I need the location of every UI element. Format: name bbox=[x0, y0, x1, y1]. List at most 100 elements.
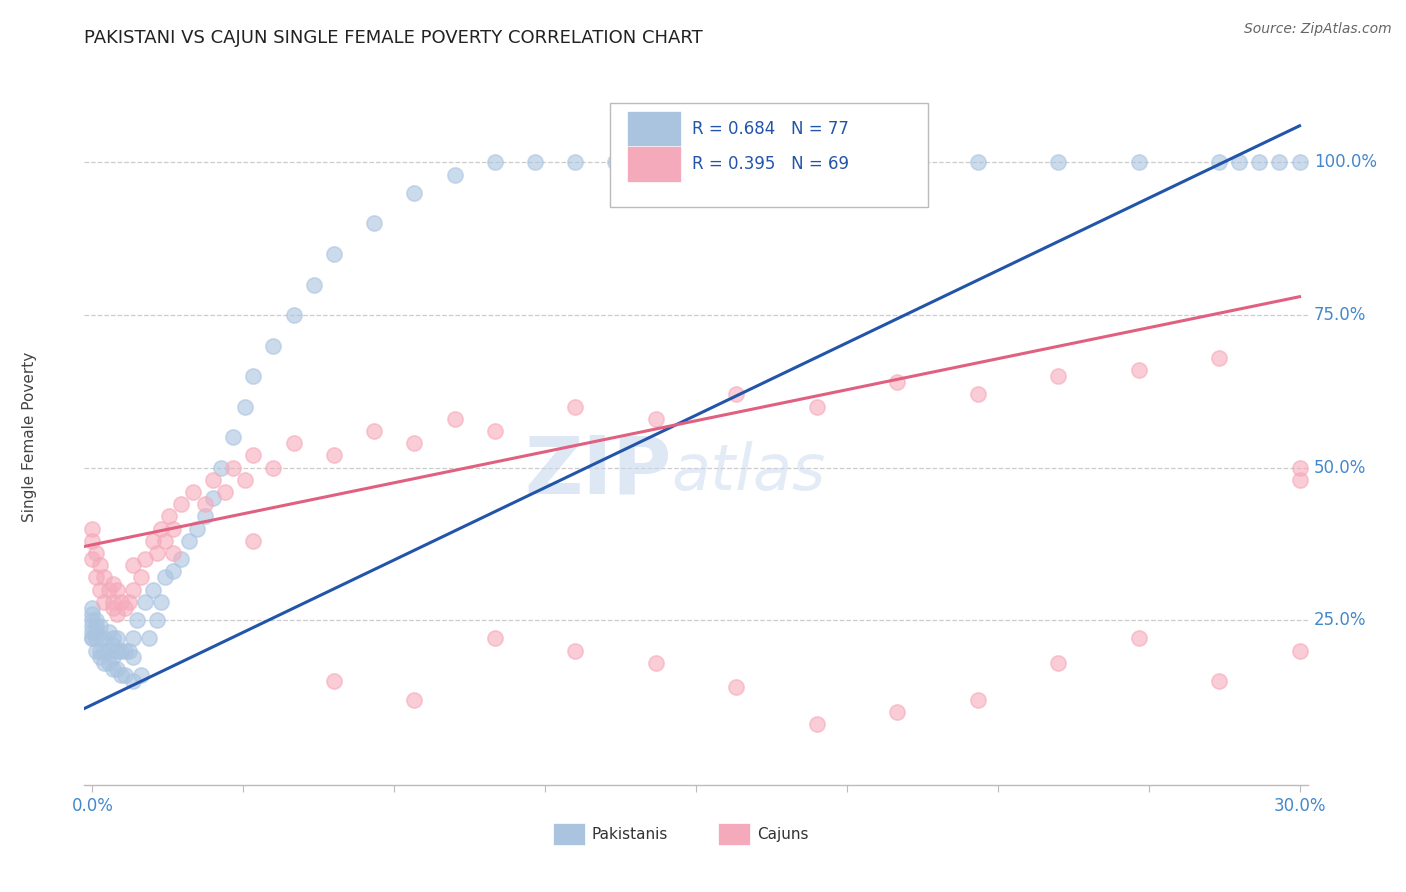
Point bbox=[202, 473, 225, 487]
Point bbox=[644, 656, 666, 670]
Point bbox=[82, 625, 104, 640]
Point bbox=[170, 497, 193, 511]
Point bbox=[86, 619, 108, 633]
Point bbox=[125, 613, 148, 627]
FancyBboxPatch shape bbox=[627, 146, 682, 182]
Point bbox=[1268, 155, 1291, 169]
Point bbox=[1288, 155, 1310, 169]
Point bbox=[363, 217, 385, 231]
Point bbox=[214, 485, 236, 500]
Point bbox=[82, 607, 104, 621]
Point bbox=[1288, 473, 1310, 487]
Point bbox=[1288, 643, 1310, 657]
Point bbox=[121, 632, 143, 646]
Point bbox=[105, 582, 128, 597]
Point bbox=[105, 643, 128, 657]
Point bbox=[1208, 351, 1230, 365]
Point bbox=[97, 582, 120, 597]
Point bbox=[86, 632, 108, 646]
Point bbox=[97, 656, 120, 670]
Point bbox=[1208, 155, 1230, 169]
Text: R = 0.684   N = 77: R = 0.684 N = 77 bbox=[692, 120, 849, 138]
Point bbox=[162, 546, 184, 560]
Text: 50.0%: 50.0% bbox=[1313, 458, 1367, 476]
FancyBboxPatch shape bbox=[610, 103, 928, 208]
Point bbox=[1047, 155, 1070, 169]
Point bbox=[101, 649, 124, 664]
Point bbox=[322, 247, 344, 261]
Point bbox=[121, 674, 143, 689]
Text: Cajuns: Cajuns bbox=[758, 827, 808, 842]
Point bbox=[322, 674, 344, 689]
Point bbox=[443, 168, 465, 182]
Point bbox=[222, 460, 245, 475]
Point bbox=[242, 533, 264, 548]
Point bbox=[1128, 155, 1150, 169]
Point bbox=[1249, 155, 1271, 169]
Point bbox=[263, 338, 285, 352]
Point bbox=[170, 552, 193, 566]
Point bbox=[1227, 155, 1250, 169]
Point bbox=[121, 558, 143, 573]
Point bbox=[222, 430, 245, 444]
Point bbox=[110, 595, 132, 609]
Point bbox=[134, 552, 156, 566]
Point bbox=[233, 400, 256, 414]
Point bbox=[1288, 460, 1310, 475]
Point bbox=[89, 649, 111, 664]
Point bbox=[134, 595, 156, 609]
Point bbox=[404, 692, 426, 706]
Point bbox=[1128, 632, 1150, 646]
Text: Source: ZipAtlas.com: Source: ZipAtlas.com bbox=[1244, 22, 1392, 37]
Point bbox=[404, 186, 426, 200]
Point bbox=[685, 155, 707, 169]
Point bbox=[564, 400, 586, 414]
Point bbox=[484, 155, 506, 169]
Point bbox=[302, 277, 325, 292]
Point bbox=[86, 546, 108, 560]
Point bbox=[202, 491, 225, 505]
Point bbox=[966, 155, 988, 169]
Point bbox=[117, 595, 139, 609]
Point bbox=[82, 601, 104, 615]
Point bbox=[186, 522, 208, 536]
Point bbox=[89, 558, 111, 573]
FancyBboxPatch shape bbox=[627, 112, 682, 147]
Point bbox=[142, 533, 165, 548]
Point bbox=[117, 643, 139, 657]
Point bbox=[101, 576, 124, 591]
Point bbox=[886, 155, 908, 169]
Point bbox=[564, 643, 586, 657]
Point bbox=[149, 595, 172, 609]
Point bbox=[105, 607, 128, 621]
Point bbox=[129, 570, 152, 584]
Point bbox=[105, 632, 128, 646]
Point bbox=[93, 570, 115, 584]
Point bbox=[725, 681, 748, 695]
Point bbox=[89, 619, 111, 633]
FancyBboxPatch shape bbox=[553, 823, 585, 846]
Point bbox=[725, 387, 748, 401]
Point bbox=[82, 522, 104, 536]
Point bbox=[806, 155, 828, 169]
Point bbox=[89, 632, 111, 646]
Text: ZIP: ZIP bbox=[524, 433, 672, 511]
Point bbox=[138, 632, 160, 646]
Point bbox=[89, 582, 111, 597]
Point bbox=[404, 436, 426, 450]
Point bbox=[1047, 369, 1070, 384]
Point bbox=[363, 424, 385, 438]
Point bbox=[121, 649, 143, 664]
Point bbox=[82, 613, 104, 627]
Point bbox=[644, 411, 666, 425]
Point bbox=[283, 436, 305, 450]
Point bbox=[886, 705, 908, 719]
Point bbox=[194, 509, 217, 524]
Point bbox=[97, 625, 120, 640]
Point bbox=[114, 601, 136, 615]
Point bbox=[105, 662, 128, 676]
Point bbox=[1128, 363, 1150, 377]
Point bbox=[86, 625, 108, 640]
Point bbox=[110, 643, 132, 657]
Point bbox=[146, 613, 169, 627]
